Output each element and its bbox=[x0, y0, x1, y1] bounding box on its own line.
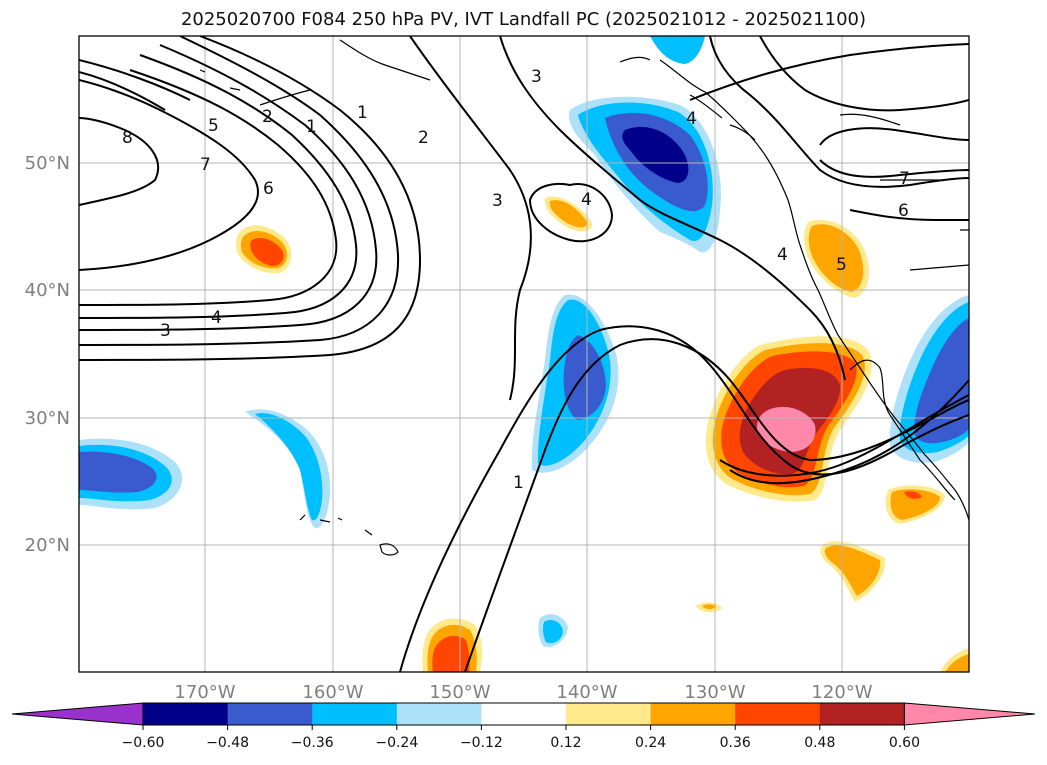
colorbar-tick-label: −0.48 bbox=[206, 735, 249, 751]
svg-text:3: 3 bbox=[492, 191, 503, 211]
svg-text:8: 8 bbox=[122, 128, 133, 148]
pv-contours bbox=[79, 36, 969, 672]
svg-text:7: 7 bbox=[899, 169, 910, 189]
svg-text:120°W: 120°W bbox=[811, 682, 872, 703]
colorbar-segment bbox=[566, 703, 652, 725]
colorbar-tick-label: 0.60 bbox=[889, 735, 920, 751]
colorbar-extend-low bbox=[11, 702, 144, 726]
svg-text:4: 4 bbox=[686, 109, 697, 129]
svg-text:140°W: 140°W bbox=[556, 682, 617, 703]
figure-title: 2025020700 F084 250 hPa PV, IVT Landfall… bbox=[180, 9, 867, 30]
svg-text:40°N: 40°N bbox=[25, 280, 70, 301]
svg-text:1: 1 bbox=[357, 103, 368, 123]
svg-text:7: 7 bbox=[200, 155, 211, 175]
colorbar-tick-label: 0.36 bbox=[720, 735, 751, 751]
colorbar-segment bbox=[312, 703, 398, 725]
shaded-fields bbox=[79, 36, 969, 672]
negative-anomaly-gulf bbox=[569, 96, 721, 253]
contour-labels: 8 5 7 6 2 1 1 2 3 3 4 3 4 4 1 4 5 6 7 bbox=[122, 67, 910, 493]
colorbar-tick-label: −0.60 bbox=[122, 735, 165, 751]
svg-text:5: 5 bbox=[836, 255, 847, 275]
colorbar-tick-label: 0.12 bbox=[550, 735, 581, 751]
colorbar-segment bbox=[227, 703, 313, 725]
svg-text:1: 1 bbox=[306, 117, 317, 137]
svg-text:3: 3 bbox=[160, 321, 171, 341]
positive-anomaly-west bbox=[236, 225, 292, 274]
svg-text:2: 2 bbox=[262, 107, 273, 127]
svg-text:6: 6 bbox=[263, 179, 274, 199]
colorbar-tick-label: 0.24 bbox=[635, 735, 666, 751]
colorbar-segment bbox=[143, 703, 229, 725]
colorbar-segment bbox=[481, 703, 567, 725]
colorbar-frame bbox=[142, 702, 905, 726]
colorbar-extend-high bbox=[903, 702, 1036, 726]
negative-anomaly-mexico bbox=[889, 295, 969, 463]
negative-anomaly-alaska bbox=[650, 36, 705, 64]
svg-text:5: 5 bbox=[208, 116, 219, 136]
svg-text:2: 2 bbox=[418, 128, 429, 148]
colorbar-segment bbox=[396, 703, 482, 725]
svg-text:50°N: 50°N bbox=[25, 153, 70, 174]
colorbar-segment bbox=[735, 703, 821, 725]
svg-text:20°N: 20°N bbox=[25, 535, 70, 556]
latitude-labels: 50°N 40°N 30°N 20°N bbox=[25, 153, 70, 556]
colorbar-tick-label: −0.36 bbox=[291, 735, 334, 751]
colorbar-segment bbox=[650, 703, 736, 725]
colorbar-tick-label: 0.48 bbox=[804, 735, 835, 751]
negative-anomaly-west bbox=[79, 438, 183, 510]
longitude-labels: 170°W 160°W 150°W 140°W 130°W 120°W bbox=[174, 682, 872, 703]
colorbar-tick-label: −0.12 bbox=[460, 735, 503, 751]
svg-text:4: 4 bbox=[777, 245, 788, 265]
svg-text:130°W: 130°W bbox=[684, 682, 745, 703]
coastlines bbox=[199, 39, 969, 556]
colorbar-tick-label: −0.24 bbox=[375, 735, 418, 751]
svg-text:3: 3 bbox=[531, 67, 542, 87]
positive-anomaly-main bbox=[705, 336, 872, 502]
svg-text:160°W: 160°W bbox=[302, 682, 363, 703]
map-frame bbox=[78, 35, 970, 673]
svg-text:4: 4 bbox=[581, 190, 592, 210]
svg-text:4: 4 bbox=[211, 308, 222, 328]
colorbar-segment bbox=[819, 703, 905, 725]
svg-text:1: 1 bbox=[513, 473, 524, 493]
svg-text:30°N: 30°N bbox=[25, 408, 70, 429]
colorbar: −0.60 −0.48 −0.36 −0.24 −0.12 0.12 0.24 0.36 0.4… bbox=[11, 702, 1036, 751]
svg-text:6: 6 bbox=[898, 201, 909, 221]
svg-text:170°W: 170°W bbox=[174, 682, 235, 703]
svg-text:150°W: 150°W bbox=[429, 682, 490, 703]
